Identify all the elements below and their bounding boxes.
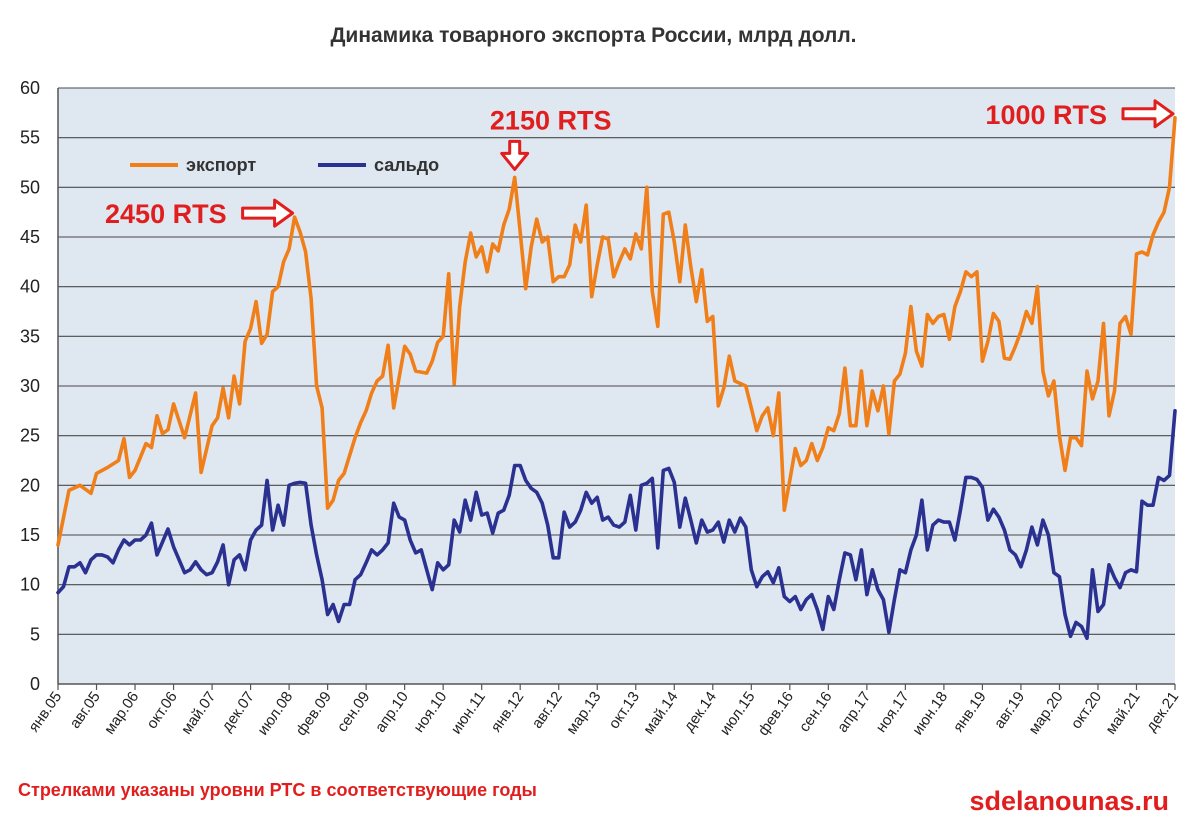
legend-label: экспорт <box>186 155 256 175</box>
x-tick-label: мар.06 <box>101 689 142 738</box>
rts-label: 1000 RTS <box>985 100 1107 130</box>
y-tick-label: 30 <box>20 376 40 396</box>
x-tick-label: дек.07 <box>218 689 257 735</box>
rts-label: 2450 RTS <box>105 199 227 229</box>
x-tick-label: авг.05 <box>66 689 103 732</box>
x-tick-label: авг.19 <box>991 689 1028 732</box>
series-lines <box>56 116 1177 641</box>
x-tick-label: апр.17 <box>834 689 874 736</box>
y-tick-label: 60 <box>20 78 40 98</box>
x-tick-label: фев.16 <box>755 689 797 739</box>
y-tick-label: 55 <box>20 128 40 148</box>
legend: экспорт сальдо <box>130 155 439 175</box>
x-tick-label: сен.09 <box>334 689 374 736</box>
chart-title: Динамика товарного экспорта России, млрд… <box>330 24 857 47</box>
y-tick-label: 40 <box>20 277 40 297</box>
y-tick-label: 20 <box>20 475 40 495</box>
x-tick-label: ноя.17 <box>873 689 913 736</box>
x-tick-label: май.21 <box>1102 689 1143 738</box>
x-tick-label: апр.10 <box>372 689 412 736</box>
arrow-right-icon <box>1121 99 1175 129</box>
y-tick-label: 35 <box>20 326 40 346</box>
arrow-right-icon <box>241 198 295 228</box>
x-tick-label: янв.19 <box>950 689 990 736</box>
x-tick-label: ноя.10 <box>410 689 450 736</box>
legend-label: сальдо <box>374 155 439 175</box>
annotations: 2450 RTS 2150 RTS 1000 RTS <box>105 99 1175 229</box>
y-tick-label: 15 <box>20 525 40 545</box>
rts-label: 2150 RTS <box>490 105 612 135</box>
x-tick-label: май.07 <box>178 689 219 738</box>
x-tick-label: мар.20 <box>1025 689 1066 738</box>
x-tick-label: июн.18 <box>909 689 951 739</box>
y-tick-label: 10 <box>20 575 40 595</box>
y-tick-label: 45 <box>20 227 40 247</box>
x-tick-label: дек.14 <box>681 689 720 735</box>
footnote-text: Стрелками указаны уровни РТС в соответст… <box>18 780 537 800</box>
y-tick-label: 50 <box>20 177 40 197</box>
x-tick-label: янв.12 <box>488 689 528 736</box>
x-tick-label: мар.13 <box>563 689 604 738</box>
x-tick-label: окт.13 <box>606 689 644 732</box>
x-tick-label: авг.12 <box>529 689 566 732</box>
y-tick-label: 0 <box>30 674 40 694</box>
x-tick-label: окт.20 <box>1068 689 1106 732</box>
x-tick-label: сен.16 <box>796 689 836 736</box>
x-tick-label: июл.08 <box>254 689 296 739</box>
arrow-down-icon <box>500 139 530 171</box>
y-axis-ticks: 0 5 10 15 20 25 30 35 40 45 50 55 60 <box>20 78 40 694</box>
x-tick-label: июн.11 <box>448 689 489 738</box>
x-tick-label: фев.09 <box>293 689 335 739</box>
site-watermark: sdelanounas.ru <box>969 786 1169 816</box>
x-tick-label: дек.21 <box>1143 689 1182 735</box>
y-tick-label: 25 <box>20 426 40 446</box>
x-tick-label: май.14 <box>640 689 681 738</box>
x-tick-label: янв.05 <box>25 689 65 736</box>
y-tick-label: 5 <box>30 624 40 644</box>
series-line-export <box>56 116 1177 547</box>
x-tick-label: июл.15 <box>717 689 759 739</box>
series-line-balance <box>56 408 1177 641</box>
x-tick-label: окт.06 <box>143 689 181 732</box>
